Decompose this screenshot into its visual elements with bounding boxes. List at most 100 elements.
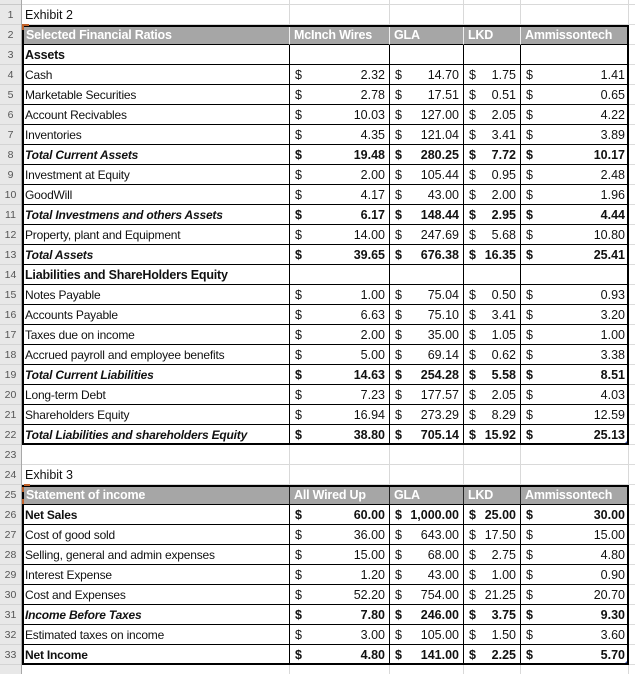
value-cell[interactable]: $16.94 [290,405,390,425]
row-label-cell[interactable]: Notes Payable [22,285,290,305]
header-cell-company-3[interactable]: LKD [464,485,521,505]
cell[interactable] [464,665,521,674]
value-cell[interactable]: $4.35 [290,125,390,145]
cell[interactable] [464,465,521,485]
value-cell[interactable]: $43.00 [390,185,464,205]
value-cell[interactable]: $12.59 [521,405,629,425]
value-cell[interactable]: $14.63 [290,365,390,385]
cell[interactable] [22,445,290,465]
value-cell[interactable]: $4.44 [521,205,629,225]
row-header-28[interactable]: 28 [0,545,21,565]
cell[interactable] [464,5,521,25]
header-cell-company-2[interactable]: GLA [390,25,464,45]
row-header-14[interactable]: 14 [0,265,21,285]
value-cell[interactable]: $1.20 [290,565,390,585]
row-header-16[interactable]: 16 [0,305,21,325]
value-cell[interactable]: $141.00 [390,645,464,665]
value-cell[interactable]: $105.44 [390,165,464,185]
row-header-20[interactable]: 20 [0,385,21,405]
value-cell[interactable]: $4.22 [521,105,629,125]
value-cell[interactable]: $7.23 [290,385,390,405]
value-cell[interactable]: $105.00 [390,625,464,645]
value-cell[interactable]: $3.41 [464,305,521,325]
row-label-cell[interactable]: Property, plant and Equipment [22,225,290,245]
cell[interactable] [464,445,521,465]
header-cell-company-3[interactable]: LKD [464,25,521,45]
value-cell[interactable]: $4.17 [290,185,390,205]
value-cell[interactable]: $68.00 [390,545,464,565]
cell[interactable] [290,665,390,674]
value-cell[interactable]: $4.03 [521,385,629,405]
value-cell[interactable]: $2.48 [521,165,629,185]
value-cell[interactable] [521,45,629,65]
value-cell[interactable]: $8.29 [464,405,521,425]
header-cell-company-1[interactable]: All Wired Up [290,485,390,505]
value-cell[interactable]: $3.20 [521,305,629,325]
row-header-18[interactable]: 18 [0,345,21,365]
header-cell-company-2[interactable]: GLA [390,485,464,505]
value-cell[interactable]: $2.32 [290,65,390,85]
value-cell[interactable]: $69.14 [390,345,464,365]
row-label-cell[interactable]: Total Assets [22,245,290,265]
value-cell[interactable]: $1.50 [464,625,521,645]
row-header-31[interactable]: 31 [0,605,21,625]
value-cell[interactable]: $7.72 [464,145,521,165]
row-header-1[interactable]: 1 [0,5,21,25]
row-label-cell[interactable]: Shareholders Equity [22,405,290,425]
value-cell[interactable]: $3.75 [464,605,521,625]
value-cell[interactable]: $3.00 [290,625,390,645]
row-header-8[interactable]: 8 [0,145,21,165]
row-header-19[interactable]: 19 [0,365,21,385]
value-cell[interactable]: $17.51 [390,85,464,105]
value-cell[interactable]: $39.65 [290,245,390,265]
row-label-cell[interactable]: Total Current Assets [22,145,290,165]
value-cell[interactable]: $2.05 [464,105,521,125]
row-header-26[interactable]: 26 [0,505,21,525]
value-cell[interactable]: $3.38 [521,345,629,365]
value-cell[interactable]: $0.95 [464,165,521,185]
value-cell[interactable]: $43.00 [390,565,464,585]
value-cell[interactable]: $1.41 [521,65,629,85]
value-cell[interactable]: $2.95 [464,205,521,225]
header-cell-company-4[interactable]: Ammissontech [521,25,629,45]
header-cell-company-1[interactable]: McInch Wires [290,25,390,45]
row-header-24[interactable]: 24 [0,465,21,485]
value-cell[interactable]: $4.80 [290,645,390,665]
row-header-27[interactable]: 27 [0,525,21,545]
value-cell[interactable]: $36.00 [290,525,390,545]
value-cell[interactable]: $121.04 [390,125,464,145]
value-cell[interactable]: $7.80 [290,605,390,625]
row-label-cell[interactable]: Net Sales [22,505,290,525]
value-cell[interactable]: $246.00 [390,605,464,625]
row-header-12[interactable]: 12 [0,225,21,245]
cell[interactable] [290,445,390,465]
value-cell[interactable]: $6.17 [290,205,390,225]
value-cell[interactable]: $254.28 [390,365,464,385]
cell[interactable] [521,665,629,674]
value-cell[interactable]: $4.80 [521,545,629,565]
row-header-4[interactable]: 4 [0,65,21,85]
value-cell[interactable]: $75.04 [390,285,464,305]
value-cell[interactable]: $280.25 [390,145,464,165]
value-cell[interactable] [464,45,521,65]
row-header-30[interactable]: 30 [0,585,21,605]
row-label-cell[interactable]: Selling, general and admin expenses [22,545,290,565]
value-cell[interactable]: $2.25 [464,645,521,665]
row-label-cell[interactable]: Cash [22,65,290,85]
value-cell[interactable]: $30.00 [521,505,629,525]
row-label-cell[interactable]: Net Income [22,645,290,665]
value-cell[interactable]: $1,000.00 [390,505,464,525]
value-cell[interactable]: $2.00 [290,325,390,345]
value-cell[interactable]: $247.69 [390,225,464,245]
row-header-32[interactable]: 32 [0,625,21,645]
value-cell[interactable]: $3.89 [521,125,629,145]
cell[interactable] [290,465,390,485]
value-cell[interactable]: $0.65 [521,85,629,105]
cell[interactable] [390,445,464,465]
value-cell[interactable]: $1.00 [521,325,629,345]
value-cell[interactable]: $6.63 [290,305,390,325]
value-cell[interactable] [390,265,464,285]
row-header-23[interactable]: 23 [0,445,21,465]
cell-exhibit3-title[interactable]: Exhibit 3 [22,465,290,485]
value-cell[interactable]: $3.60 [521,625,629,645]
